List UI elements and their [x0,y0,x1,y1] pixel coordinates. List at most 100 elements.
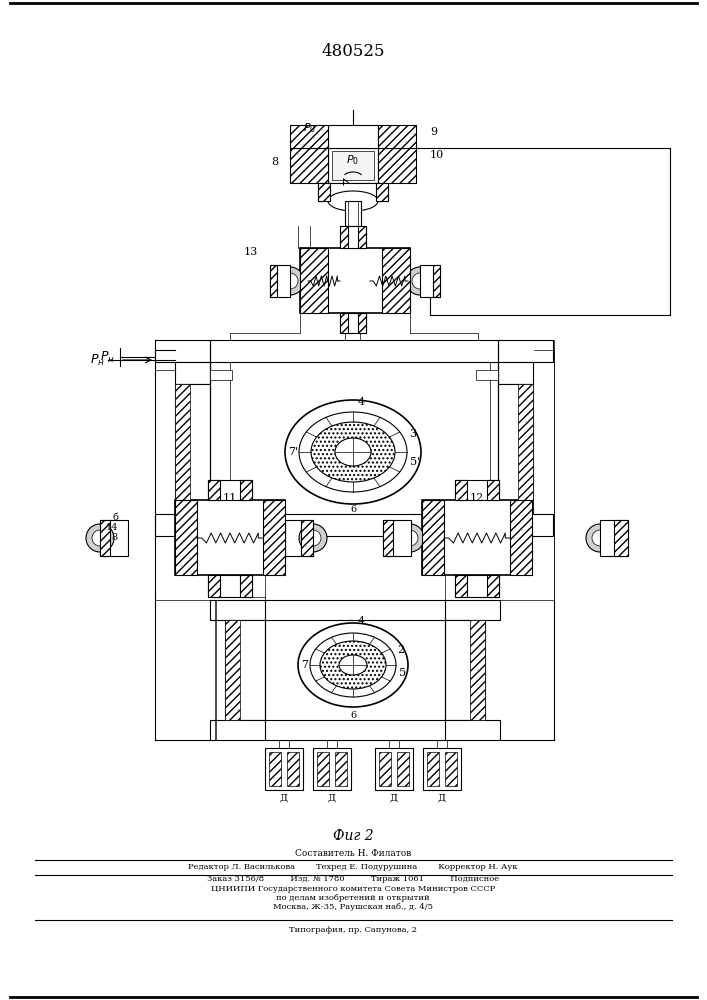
Text: 10: 10 [430,150,444,160]
Bar [487,480,499,500]
Text: Составитель Н. Филатов: Составитель Н. Филатов [295,848,411,857]
Text: 4: 4 [358,397,365,407]
Bar [378,148,416,183]
Ellipse shape [298,623,408,707]
Ellipse shape [310,633,396,697]
Text: 7': 7' [288,447,298,457]
Bar [240,480,252,500]
Ellipse shape [335,438,371,466]
Bar [100,520,128,556]
Bar [397,752,409,786]
Bar [614,520,628,556]
Bar [498,362,533,384]
Bar [423,748,461,790]
Bar [265,748,303,790]
Circle shape [592,530,608,546]
Ellipse shape [311,422,395,482]
Circle shape [276,267,304,295]
Bar [269,752,281,786]
Text: $P_0$: $P_0$ [303,121,316,135]
Text: Фиг 2: Фиг 2 [333,829,373,843]
Bar [210,505,232,515]
Bar [340,313,348,333]
Text: Д: Д [438,794,446,802]
Circle shape [396,524,424,552]
Bar [155,514,210,536]
Bar [225,620,265,720]
Text: 11: 11 [223,493,237,503]
Text: по делам изобретений и открытий: по делам изобретений и открытий [276,894,430,902]
Text: 9: 9 [430,127,437,137]
Bar [318,183,330,201]
Bar [476,505,498,515]
Bar [445,620,485,720]
Bar [287,752,299,786]
Text: 8: 8 [271,157,278,167]
Bar [455,480,499,500]
Ellipse shape [328,191,378,211]
Bar [345,201,361,226]
Bar [498,514,553,536]
Bar [383,520,393,556]
Text: $P_н$: $P_н$ [90,352,105,368]
Bar [208,575,220,597]
Text: Д: Д [328,794,336,802]
Text: Д: Д [280,794,288,802]
Text: 3: 3 [409,429,416,439]
Bar [455,575,499,597]
Bar [225,620,240,720]
Text: ЦНИИПИ Государственного комитета Совета Министров СССР: ЦНИИПИ Государственного комитета Совета … [211,885,495,893]
Ellipse shape [320,641,386,689]
Circle shape [92,530,108,546]
Bar [445,752,457,786]
Text: 6: 6 [350,506,356,514]
Bar [498,340,553,362]
Bar [328,148,378,183]
Bar [340,313,366,333]
Bar [510,500,532,575]
Bar [375,748,413,790]
Bar [328,125,378,148]
Bar [383,520,411,556]
Bar [445,720,500,740]
Bar [317,752,329,786]
Bar [300,248,328,313]
Bar [100,520,110,556]
Bar [318,183,388,201]
Circle shape [402,530,418,546]
Text: 14: 14 [105,524,118,532]
Bar [518,384,533,514]
Bar [487,575,499,597]
Circle shape [305,530,321,546]
Text: 5': 5' [410,457,420,467]
Text: Д: Д [390,794,398,802]
Ellipse shape [339,655,367,675]
Bar [290,148,328,183]
Text: 12: 12 [470,493,484,503]
Bar [445,600,500,620]
Bar [379,752,391,786]
Bar [208,480,252,500]
Bar [420,265,440,297]
Bar [358,313,366,333]
Circle shape [406,267,434,295]
Text: 8: 8 [112,534,118,542]
Bar [332,151,374,180]
Bar [285,520,313,556]
Text: Типография, пр. Сапунова, 2: Типография, пр. Сапунова, 2 [289,926,417,934]
Bar [263,500,285,575]
Ellipse shape [285,400,421,504]
Text: 4: 4 [358,616,365,626]
Ellipse shape [299,412,407,492]
Text: 480525: 480525 [321,43,385,60]
Bar [600,520,628,556]
Bar [455,480,467,500]
Bar [290,125,328,148]
Bar [175,384,210,514]
Bar [270,265,277,297]
Text: $P_н$: $P_н$ [100,349,115,365]
Circle shape [412,273,428,289]
Bar [175,362,210,384]
Bar [240,575,252,597]
Circle shape [299,524,327,552]
